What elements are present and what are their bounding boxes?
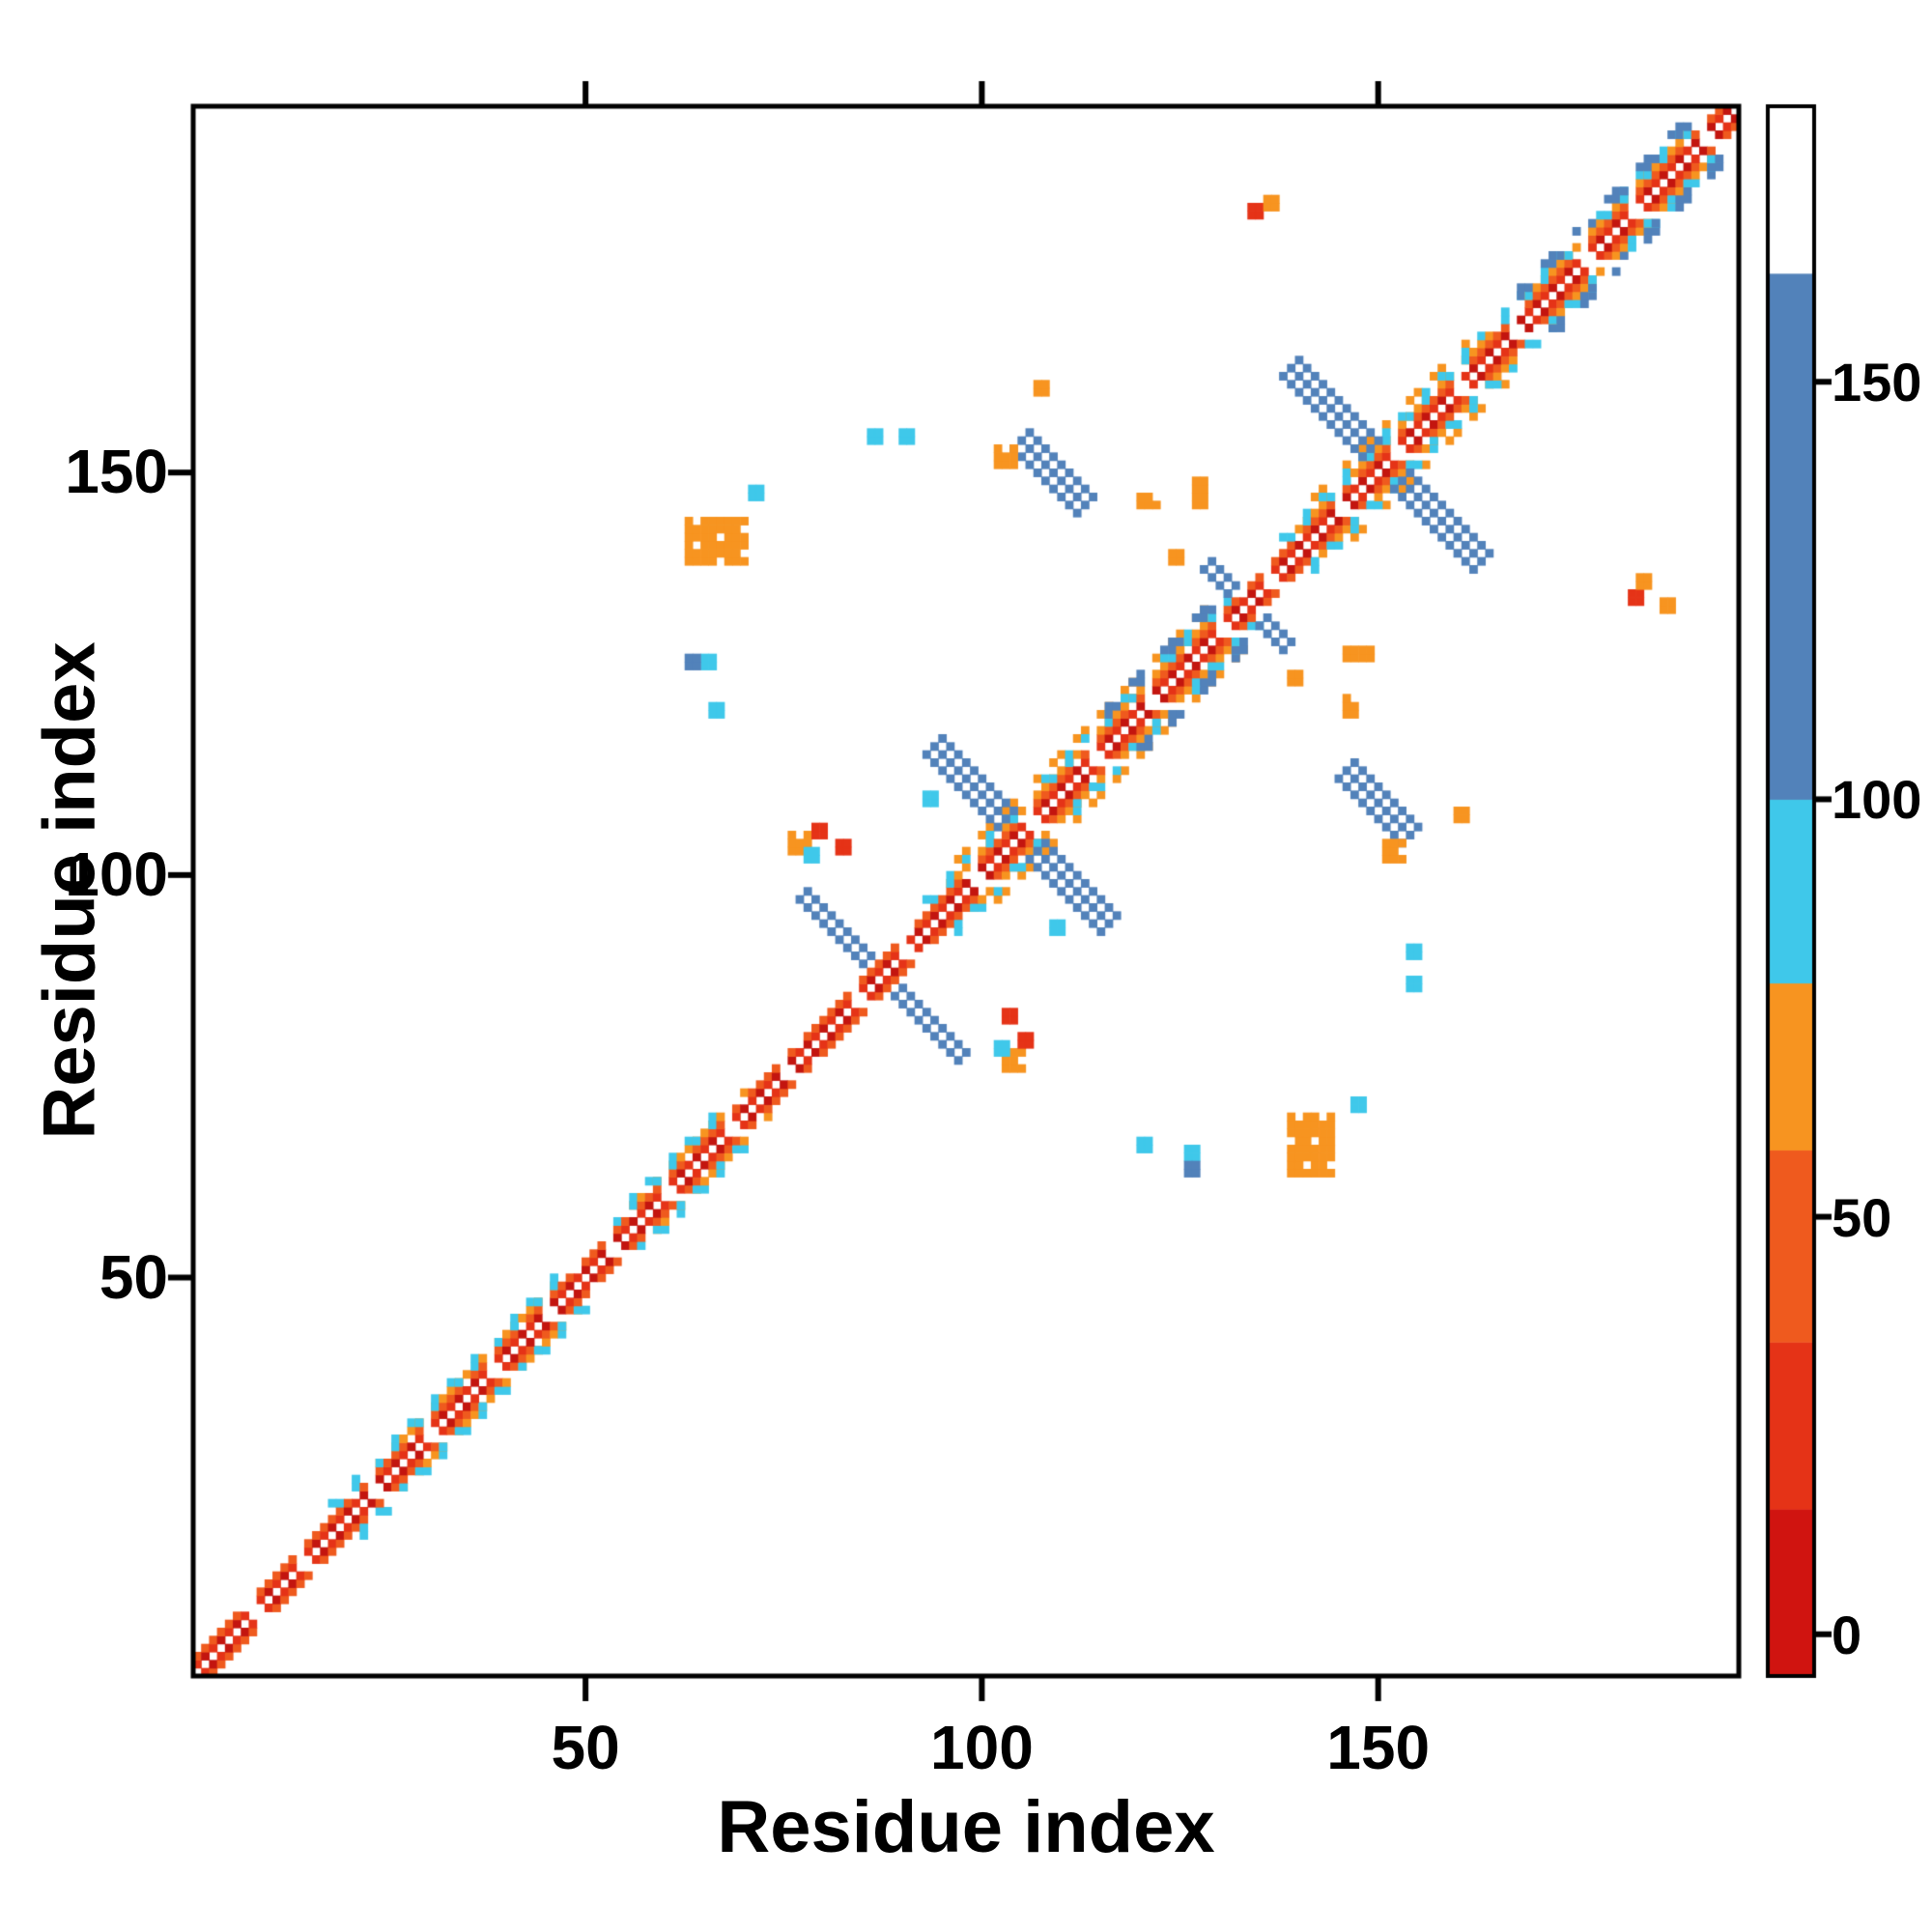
colorbar-tick-label: 150 [1832,352,1922,413]
colorbar-tick-label: 0 [1832,1604,1862,1665]
y-tick-label: 50 [99,1241,168,1312]
y-tick-label: 150 [65,437,168,507]
x-tick-label: 50 [551,1713,620,1782]
x-tick-label: 150 [1326,1713,1431,1782]
y-tick-label: 100 [65,838,168,909]
colorbar-tick-label: 50 [1832,1186,1892,1248]
x-tick-label: 100 [930,1713,1034,1782]
x-axis-title: Residue index [717,1786,1215,1868]
colorbar-tick-label: 100 [1832,769,1922,831]
